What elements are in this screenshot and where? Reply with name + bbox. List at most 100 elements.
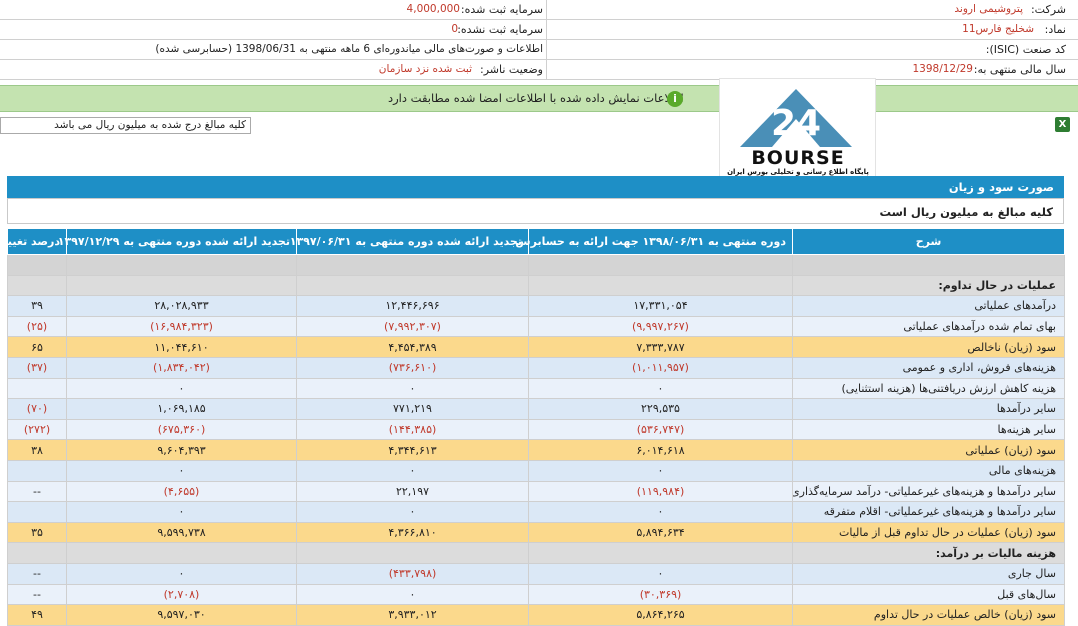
row-value: ۹,۶۰۴,۳۹۳ [66,439,297,461]
row-value: ۹,۵۹۹,۷۳۸ [66,521,297,544]
row-value: (۱۱۹,۹۸۴) [528,480,793,503]
verification-banner: اطلاعات نمایش داده شده با اطلاعات امضا ش… [0,85,1078,112]
registered-capital-label: سرمایه ثبت شده: [460,3,543,16]
row-description: سال‌های قبل [792,583,1065,606]
row-value: (۲۵) [7,315,67,338]
row-value: ۰ [296,583,529,606]
company-info-panel: شرکت: پتروشیمی اروند سرمایه ثبت شده: 4,0… [0,0,1078,80]
row-value: (۲۷۲) [7,418,67,441]
row-description: سایر هزینه‌ها [792,418,1065,441]
info-row-4: سال مالی منتهی به: 1398/12/29 وضعیت ناشر… [0,60,1078,80]
row-value: ۳۹ [7,295,67,317]
unregistered-capital-label: سرمایه ثبت نشده: [457,23,543,36]
income-statement: صورت سود و زیان کلیه مبالغ به میلیون ریا… [1,176,1065,626]
company-label: شرکت: [1030,3,1066,16]
isic-label: کد صنعت (ISIC): [985,43,1066,56]
table-row: بهای تمام شده درآمدهای عملیاتی (۹,۹۹۷,۲۶۷… [7,315,1065,338]
row-value: ۷,۳۳۳,۷۸۷ [528,336,793,358]
table-row: سایر درآمدها ۲۲۹,۵۳۵ ۷۷۱,۲۱۹ ۱,۰۶۹,۱۸۵ (۷۰) [7,398,1065,420]
table-row: سود (زیان) عملیات در حال تداوم قبل از ما… [7,521,1065,544]
row-value: (۴۳۳,۷۹۸) [296,562,529,585]
row-value [528,274,793,297]
row-value: ۶,۰۱۴,۶۱۸ [528,439,793,461]
row-value: -- [7,562,67,585]
column-divider [546,40,547,60]
row-value: ۰ [528,459,793,482]
company-value[interactable]: پتروشیمی اروند [954,3,1023,15]
table-row: هزینه‌های فروش، اداری و عمومی (۱,۰۱۱,۹۵۷)… [7,356,1065,379]
row-description: سایر درآمدها و هزینه‌های غیرعملیاتی- اقل… [792,501,1065,523]
row-value [7,542,67,564]
row-value: ۱۷,۳۳۱,۰۵۴ [528,295,793,317]
publisher-status-label: وضعیت ناشر: [480,63,543,76]
row-value: ۱,۰۶۹,۱۸۵ [66,398,297,420]
info-row-1: شرکت: پتروشیمی اروند سرمایه ثبت شده: 4,0… [0,0,1078,20]
row-value: (۱۶,۹۸۴,۳۲۳) [66,315,297,338]
row-value: ۰ [66,459,297,482]
table-row: سال‌های قبل (۳۰,۳۶۹) ۰ (۲,۷۰۸) -- [7,583,1065,606]
row-value: ۶۵ [7,336,67,358]
row-value: ۲۸,۰۲۸,۹۳۳ [66,295,297,317]
row-description: سایر درآمدها و هزینه‌های غیرعملیاتی- درآ… [792,480,1065,503]
row-value: (۷,۹۹۲,۳۰۷) [296,315,529,338]
row-value: (۷۰) [7,398,67,420]
column-header-current-period: دوره منتهی به ۱۳۹۸/۰۶/۳۱ جهت ارائه به حس… [515,228,793,255]
excel-export-icon[interactable]: X [1055,117,1070,132]
row-value [66,274,297,297]
row-value: ۱۲,۴۴۶,۶۹۶ [296,295,529,317]
row-description: سایر درآمدها [792,398,1065,420]
unregistered-capital-value: 0 [451,23,458,35]
bourse-logo-graphic: 24 [740,89,852,147]
row-description: هزینه‌های مالی [792,459,1065,482]
verification-message: اطلاعات نمایش داده شده با اطلاعات امضا ش… [388,91,684,105]
income-statement-table: شرح دوره منتهی به ۱۳۹۸/۰۶/۳۱ جهت ارائه ب… [1,228,1065,626]
publisher-status-value: ثبت شده نزد سازمان [378,63,472,75]
column-divider [546,0,547,20]
symbol-label: نماد: [1044,23,1066,36]
row-description: هزینه کاهش ارزش دریافتنی‌ها (هزینه استثن… [792,377,1065,400]
row-description: سود (زیان) عملیات در حال تداوم قبل از ما… [792,521,1065,544]
row-value [296,254,529,276]
table-row: هزینه مالیات بر درآمد: [7,542,1065,564]
row-value: (۲,۷۰۸) [66,583,297,606]
table-row: سایر درآمدها و هزینه‌های غیرعملیاتی- درآ… [7,480,1065,503]
table-row: سایر درآمدها و هزینه‌های غیرعملیاتی- اقل… [7,501,1065,523]
row-value: ۰ [66,501,297,523]
symbol-value[interactable]: شخلیج فارس11 [962,23,1034,35]
row-description: هزینه‌های فروش، اداری و عمومی [792,356,1065,379]
row-value: ۴,۴۵۴,۳۸۹ [296,336,529,358]
row-value [528,542,793,564]
section-title: صورت سود و زیان [7,176,1064,198]
column-header-restated-1397-06: تجدید ارائه شده دوره منتهی به ۱۳۹۷/۰۶/۳۱ [290,228,529,255]
row-value: (۳۰,۳۶۹) [528,583,793,606]
info-icon: i [667,91,683,107]
section-subtitle: کلیه مبالغ به میلیون ریال است [7,198,1064,224]
row-description: سود (زیان) عملیاتی [792,439,1065,461]
row-value: (۹,۹۹۷,۲۶۷) [528,315,793,338]
row-value: -- [7,480,67,503]
table-row: سال جاری ۰ (۴۳۳,۷۹۸) ۰ -- [7,562,1065,585]
registered-capital-value: 4,000,000 [406,3,460,15]
row-description: هزینه مالیات بر درآمد: [792,542,1065,564]
row-value: ۲۲,۱۹۷ [296,480,529,503]
row-value [7,254,67,276]
row-value: ۳۸ [7,439,67,461]
row-description: عملیات در حال تداوم: [792,274,1065,297]
row-description: درآمدهای عملیاتی [792,295,1065,317]
row-value: ۰ [528,501,793,523]
row-value: (۷۳۶,۶۱۰) [296,356,529,379]
row-value: ۴,۳۶۶,۸۱۰ [296,521,529,544]
table-body: عملیات در حال تداوم: درآمدهای عملیاتی ۱۷,۳… [7,254,1065,626]
row-value: (۴,۶۵۵) [66,480,297,503]
row-value: ۱۱,۰۴۴,۶۱۰ [66,336,297,358]
row-value [7,501,67,523]
row-value: ۵,۸۹۴,۶۳۴ [528,521,793,544]
report-title: اطلاعات و صورت‌های مالی میاندوره‌ای 6 ما… [155,43,543,55]
column-header-change-percent: درصد تغییر [1,228,67,255]
row-value: ۰ [66,562,297,585]
table-row [7,254,1065,276]
row-value: (۱,۸۳۴,۰۴۲) [66,356,297,379]
row-value: -- [7,583,67,606]
info-row-2: نماد: شخلیج فارس11 سرمایه ثبت نشده: 0 [0,20,1078,40]
logo-brand-text: BOURSE [751,147,845,169]
